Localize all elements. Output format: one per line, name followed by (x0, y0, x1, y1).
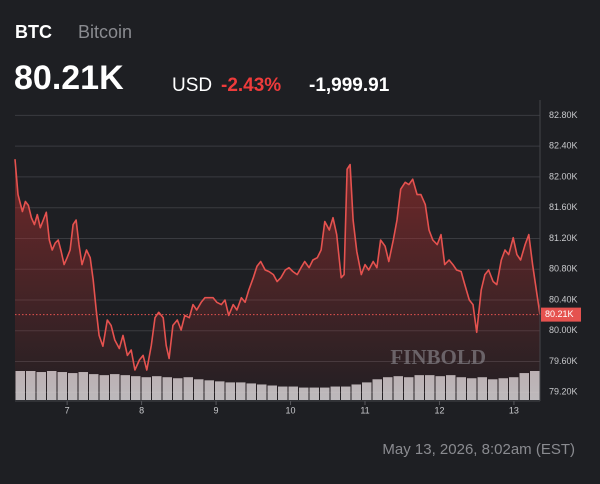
x-tick-label: 7 (65, 405, 70, 415)
y-tick-label: 82.40K (549, 141, 578, 151)
timestamp: May 13, 2026, 8:02am (EST) (382, 441, 575, 458)
y-tick-label: 82.80K (549, 110, 578, 120)
x-tick-label: 8 (139, 405, 144, 415)
change: -1,999.91 (309, 75, 390, 96)
y-tick-label: 79.60K (549, 356, 578, 366)
currency: USD (172, 75, 212, 96)
y-tick-label: 81.60K (549, 202, 578, 212)
last-price-box (541, 307, 581, 322)
x-tick-label: 9 (214, 405, 219, 415)
asset-name: Bitcoin (78, 22, 132, 42)
last-price-label: 80.21K (545, 309, 574, 319)
y-tick-label: 80.40K (549, 294, 578, 304)
price: 80.21K (14, 59, 124, 97)
symbol: BTC (15, 22, 52, 42)
watermark: FINBOLD (390, 345, 486, 369)
change-pct: -2.43% (221, 75, 281, 96)
y-tick-label: 81.20K (549, 233, 578, 243)
x-tick-label: 12 (434, 405, 444, 415)
area (15, 159, 540, 400)
plot (14, 114, 541, 400)
x-tick-label: 11 (360, 405, 369, 415)
price-line (14, 159, 541, 371)
y-tick-label: 79.20K (549, 387, 578, 397)
y-tick-label: 80.00K (549, 325, 578, 335)
x-tick-label: 10 (286, 405, 296, 415)
x-tick-label: 13 (509, 405, 519, 415)
y-tick-label: 80.80K (549, 264, 578, 274)
y-tick-label: 82.00K (549, 171, 578, 181)
